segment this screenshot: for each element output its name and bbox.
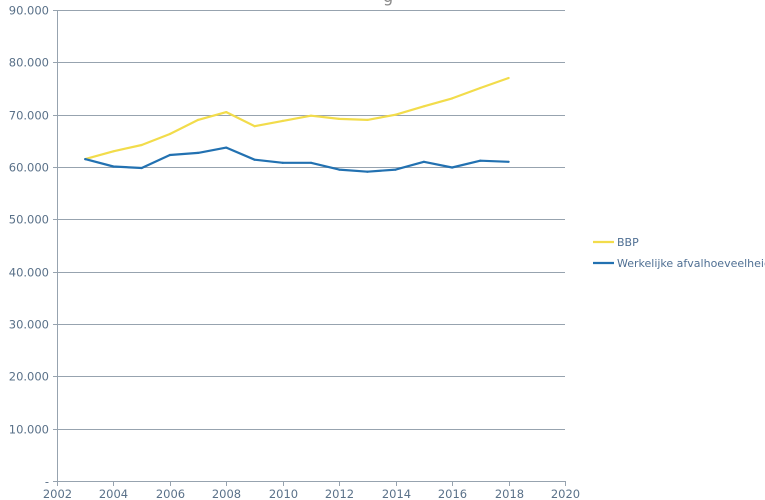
- data-point: [140, 166, 143, 170]
- legend: BBP Werkelijke afvalhoeveelheid: [593, 236, 765, 270]
- data-point: [507, 160, 510, 163]
- y-axis-ticks: - 10.000 20.000 30.000 40.000 50.000 60.000 70.…: [9, 4, 57, 489]
- data-point: [309, 114, 313, 117]
- data-point: [338, 117, 341, 120]
- y-tick-label: 80.000: [9, 56, 49, 70]
- x-tick-label: 2016: [438, 487, 467, 500]
- data-point: [84, 158, 87, 161]
- data-point: [197, 151, 200, 154]
- x-axis-ticks: 2002 2004 2006 2008 2010 2012 2014 2016 2018 2020: [43, 481, 580, 500]
- data-point: [394, 113, 397, 116]
- data-point: [366, 170, 369, 173]
- data-point: [281, 161, 284, 164]
- chart-title-fragment: g: [383, 0, 393, 6]
- legend-label: BBP: [617, 236, 639, 249]
- data-point: [422, 160, 425, 163]
- data-point: [338, 168, 341, 171]
- data-point: [451, 166, 454, 169]
- data-point: [112, 165, 115, 168]
- data-point: [253, 158, 256, 161]
- data-point: [225, 111, 228, 114]
- data-point: [366, 118, 369, 121]
- x-tick-label: 2018: [495, 487, 524, 500]
- data-point: [422, 105, 425, 108]
- data-point: [168, 132, 171, 136]
- x-tick-label: 2004: [99, 487, 128, 500]
- x-tick-label: 2006: [156, 487, 185, 500]
- data-point: [281, 119, 284, 122]
- gridlines: [57, 10, 565, 430]
- x-tick-label: 2020: [551, 487, 580, 500]
- data-point: [112, 150, 115, 153]
- y-tick-label: 30.000: [9, 318, 49, 332]
- series-line-werkelijke-afvalhoeveelheid: [84, 146, 509, 173]
- y-tick-label: 10.000: [9, 423, 49, 437]
- y-tick-label: 70.000: [9, 109, 49, 123]
- x-tick-label: 2014: [382, 487, 411, 500]
- y-tick-label: -: [45, 475, 49, 489]
- data-point: [394, 168, 397, 171]
- series-lines: [84, 76, 510, 173]
- data-point: [225, 146, 228, 149]
- data-point: [479, 86, 482, 90]
- y-tick-label: 50.000: [9, 213, 49, 227]
- x-tick-label: 2002: [43, 487, 72, 500]
- data-point: [479, 159, 482, 162]
- data-point: [253, 125, 256, 128]
- y-tick-label: 20.000: [9, 370, 49, 384]
- y-tick-label: 60.000: [9, 161, 49, 175]
- data-point: [507, 76, 510, 80]
- legend-label: Werkelijke afvalhoeveelheid: [617, 257, 765, 270]
- x-tick-label: 2012: [325, 487, 354, 500]
- x-tick-label: 2008: [212, 487, 241, 500]
- data-point: [168, 153, 171, 157]
- x-tick-label: 2010: [269, 487, 298, 500]
- y-tick-label: 40.000: [9, 266, 49, 280]
- data-point: [197, 118, 200, 121]
- series-line-bbp: [84, 76, 509, 161]
- data-point: [309, 161, 313, 164]
- data-point: [140, 143, 143, 147]
- y-tick-label: 90.000: [9, 4, 49, 18]
- axes: [57, 10, 565, 482]
- data-point: [451, 97, 454, 100]
